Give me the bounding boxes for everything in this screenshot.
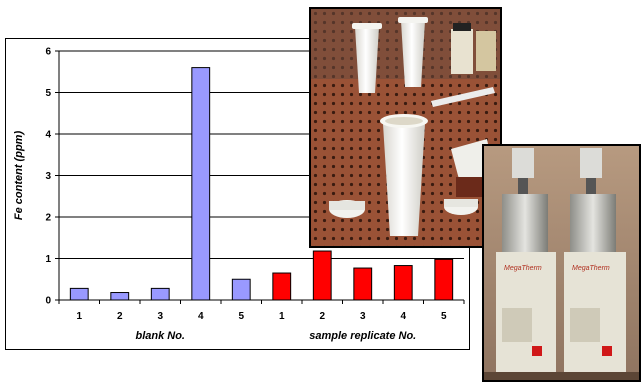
x-tick-label: 5	[441, 311, 447, 322]
x-tick-label: 5	[238, 311, 244, 322]
bar-blank-1	[69, 287, 89, 301]
bar-sample-4	[393, 265, 413, 301]
y-tick-label: 0	[45, 296, 51, 307]
chart-canvas: 0 1 2 3 4 5 6 1 2 3 4 5 1 2 3 4 5 Fe content (ppm) blank…	[13, 47, 465, 342]
digestion-units-image: MegaTherm MegaTherm	[484, 146, 639, 380]
bar-blank-2	[110, 292, 130, 301]
digestion-units-photo: MegaTherm MegaTherm	[482, 144, 641, 382]
bar-sample-3	[353, 267, 373, 301]
sample-containers-photo	[309, 7, 502, 248]
unit-brand-logo-left: MegaTherm	[504, 265, 542, 272]
y-tick-label: 2	[45, 213, 51, 224]
x-tick-label: 1	[76, 311, 82, 322]
x-tick-label: 4	[400, 311, 406, 322]
bar-sample-2	[312, 250, 332, 301]
sample-containers-image	[311, 9, 500, 246]
bar-sample-1	[272, 272, 292, 301]
y-tick-label: 1	[45, 254, 51, 265]
x-tick-label: 2	[319, 311, 325, 322]
x-group-title-blank: blank No.	[135, 330, 185, 342]
x-group-title-sample: sample replicate No.	[309, 330, 416, 342]
x-tick-label: 2	[117, 311, 123, 322]
bar-blank-5	[231, 278, 251, 301]
y-tick-label: 3	[45, 171, 51, 182]
unit-brand-logo-right: MegaTherm	[572, 265, 610, 272]
y-axis-title: Fe content (ppm)	[13, 131, 25, 221]
x-tick-label: 3	[157, 311, 163, 322]
bar-sample-5	[434, 258, 454, 301]
x-tick-label: 1	[279, 311, 285, 322]
bar-blank-3	[150, 287, 170, 301]
bar-blank-4	[191, 67, 211, 301]
x-tick-label: 4	[198, 311, 204, 322]
y-tick-label: 4	[45, 130, 51, 141]
y-tick-label: 5	[45, 88, 51, 99]
x-tick-label: 3	[360, 311, 366, 322]
y-tick-label: 6	[45, 47, 51, 58]
